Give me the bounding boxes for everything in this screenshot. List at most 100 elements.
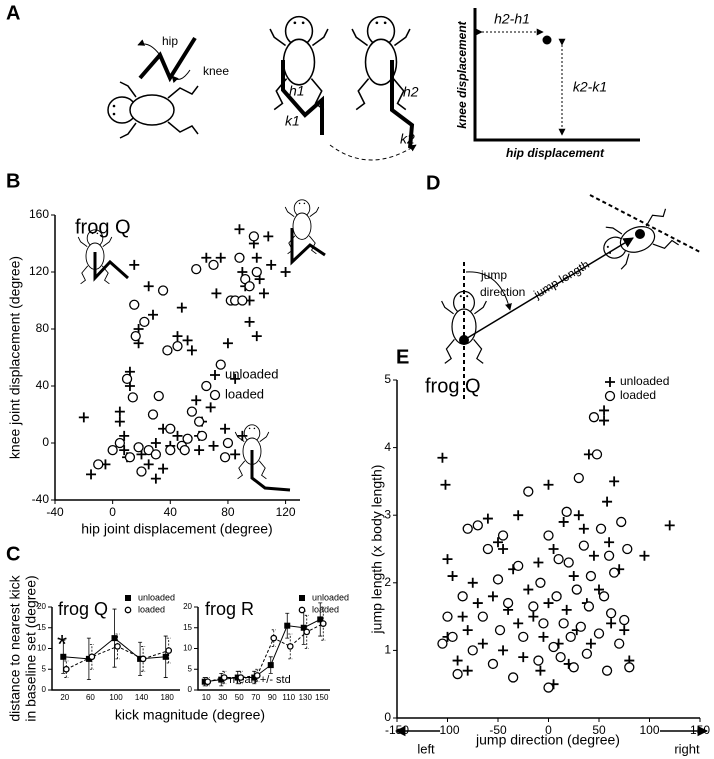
y-tick-label: 1: [384, 643, 391, 657]
x-tick-label: 130: [299, 693, 313, 702]
point: [286, 643, 294, 650]
x-tick-label: 120: [276, 505, 296, 519]
x-tick-label: 180: [161, 693, 175, 702]
point: [573, 472, 584, 484]
point: [588, 412, 600, 423]
frog-drawing: [107, 81, 199, 139]
panel-label: B: [6, 170, 20, 192]
label: hip: [162, 34, 178, 48]
point: [230, 373, 241, 384]
point: [129, 299, 140, 310]
x-tick-label: 150: [315, 693, 329, 702]
point: [267, 662, 274, 669]
point: [317, 616, 324, 623]
point: [518, 652, 529, 663]
point: [215, 359, 226, 370]
label: k1: [285, 113, 300, 129]
point: [222, 437, 234, 449]
point: [129, 259, 140, 270]
leg-lines: [281, 60, 324, 135]
point: [191, 395, 202, 406]
x-tick-label: 140: [135, 693, 149, 702]
point: [619, 625, 630, 636]
x-tick-label: 50: [592, 723, 606, 737]
point: [218, 676, 225, 683]
point: [602, 496, 613, 507]
y-axis-label: in baseline set (degree): [23, 575, 39, 721]
y-axis-label: jump length (x body length): [369, 465, 385, 635]
point: [182, 335, 193, 346]
x-tick-label: 20: [60, 693, 69, 702]
point: [583, 601, 595, 612]
point: [215, 252, 226, 263]
legend-marker: [298, 606, 306, 614]
legend-marker: [210, 370, 220, 380]
frog-drawing: [284, 199, 320, 255]
point: [605, 608, 617, 619]
legend-marker: [124, 606, 132, 614]
y-tick-label: 10: [183, 644, 192, 653]
point: [442, 554, 453, 565]
point: [494, 624, 506, 636]
point: [452, 668, 463, 680]
y-tick-label: 40: [36, 378, 50, 392]
frog-drawing: [351, 15, 411, 111]
point: [502, 597, 514, 609]
x-tick-label: 90: [268, 693, 277, 702]
point: [462, 523, 473, 534]
x-tick-label: -50: [489, 723, 507, 737]
point: [571, 584, 582, 595]
y-tick-label: 0: [188, 685, 193, 694]
error-bar: [222, 670, 227, 685]
point: [119, 445, 130, 456]
x-tick-label: -40: [46, 505, 64, 519]
point: [561, 506, 572, 517]
legend-label: unloaded: [138, 592, 175, 602]
x-tick-label: 50: [235, 693, 244, 702]
point: [165, 423, 176, 434]
point: [619, 614, 630, 626]
label: h1: [289, 83, 305, 99]
y-tick-label: 80: [36, 321, 50, 335]
point: [594, 584, 604, 595]
point: [266, 259, 277, 270]
point: [595, 523, 607, 534]
point: [244, 281, 255, 292]
point: [172, 430, 183, 441]
point: [603, 550, 615, 561]
arrow: [329, 144, 417, 161]
x-tick-label: -150: [385, 723, 409, 737]
point: [457, 611, 468, 622]
point: [513, 618, 524, 629]
point: [604, 537, 615, 548]
annotation: *: [57, 629, 67, 659]
point: [477, 611, 489, 622]
axis-label: hip displacement: [506, 146, 605, 160]
x-tick-label: 60: [86, 693, 95, 702]
point: [176, 302, 187, 313]
y-tick-label: -40: [32, 492, 50, 506]
point: [533, 557, 544, 568]
point: [251, 266, 262, 278]
point: [575, 621, 586, 632]
point: [130, 330, 141, 342]
point: [581, 648, 593, 659]
legend-marker: [604, 390, 616, 402]
point: [563, 557, 574, 568]
leg-lines: [290, 228, 326, 266]
legend-marker: [605, 377, 615, 387]
point: [147, 409, 159, 420]
point: [248, 231, 260, 242]
legend-marker: [299, 595, 305, 601]
point: [251, 674, 258, 681]
point: [172, 331, 183, 342]
point: [237, 295, 248, 306]
legend-label: loaded: [312, 604, 339, 614]
y-tick-label: 0: [42, 435, 49, 449]
point: [157, 285, 169, 296]
point: [165, 647, 173, 654]
point: [442, 611, 453, 622]
point: [548, 544, 559, 554]
line: [207, 623, 324, 683]
